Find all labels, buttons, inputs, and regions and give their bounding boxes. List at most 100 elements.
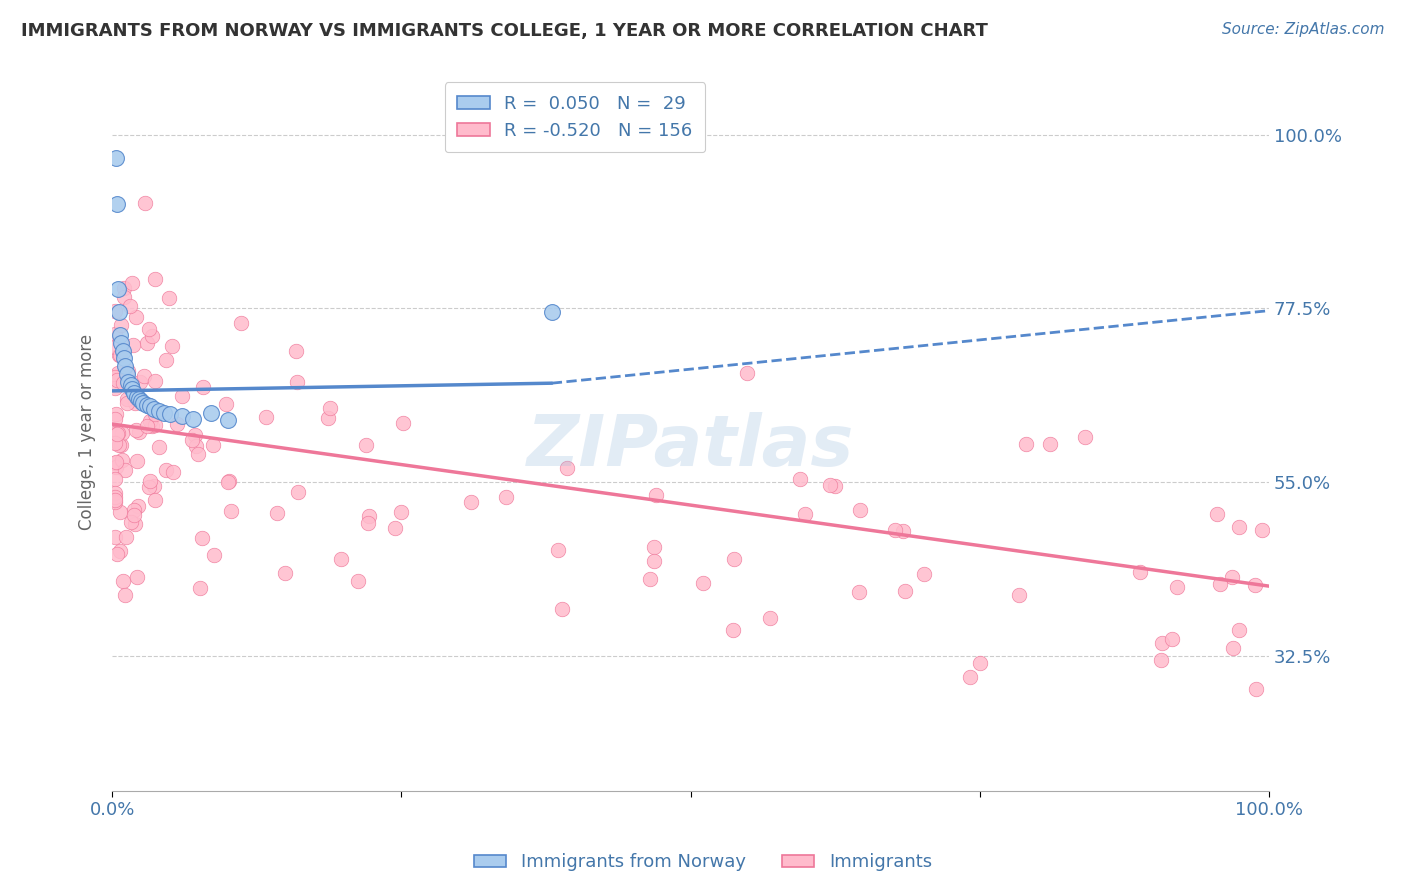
Point bbox=[959, 669, 981, 683]
Point bbox=[1008, 588, 1031, 602]
Point bbox=[136, 335, 159, 350]
Point bbox=[103, 490, 125, 504]
Point bbox=[1015, 436, 1038, 450]
Point bbox=[170, 389, 193, 403]
Point bbox=[188, 581, 211, 595]
Point bbox=[138, 322, 160, 336]
Point bbox=[200, 405, 222, 419]
Point bbox=[107, 438, 129, 452]
Point bbox=[1206, 507, 1229, 521]
Point bbox=[103, 495, 125, 509]
Point bbox=[148, 440, 170, 454]
Point bbox=[124, 423, 146, 437]
Point bbox=[125, 453, 148, 467]
Point bbox=[111, 426, 134, 441]
Point bbox=[108, 305, 131, 319]
Point bbox=[1150, 653, 1173, 667]
Point bbox=[157, 291, 180, 305]
Point bbox=[104, 407, 127, 421]
Point bbox=[912, 566, 935, 581]
Point bbox=[891, 524, 914, 539]
Point bbox=[104, 151, 127, 165]
Point bbox=[460, 495, 482, 509]
Point bbox=[166, 417, 188, 432]
Point bbox=[103, 412, 125, 426]
Point bbox=[143, 272, 166, 286]
Point bbox=[105, 427, 128, 442]
Point bbox=[1227, 624, 1250, 638]
Point bbox=[389, 505, 412, 519]
Point bbox=[187, 447, 209, 461]
Point bbox=[139, 400, 162, 414]
Point bbox=[231, 316, 253, 330]
Point bbox=[143, 493, 166, 508]
Point bbox=[134, 368, 156, 383]
Point bbox=[319, 401, 342, 415]
Point bbox=[110, 438, 132, 452]
Point bbox=[103, 340, 125, 354]
Point bbox=[125, 390, 148, 404]
Point bbox=[114, 290, 136, 304]
Point bbox=[215, 397, 238, 411]
Point bbox=[138, 474, 160, 488]
Point bbox=[1209, 577, 1232, 591]
Point bbox=[551, 602, 574, 616]
Point bbox=[103, 370, 125, 384]
Point bbox=[111, 453, 134, 467]
Point bbox=[110, 328, 132, 343]
Point bbox=[104, 455, 127, 469]
Point bbox=[117, 392, 139, 407]
Point bbox=[148, 404, 170, 418]
Point bbox=[692, 575, 714, 590]
Point bbox=[128, 425, 150, 439]
Point bbox=[108, 348, 131, 362]
Point bbox=[117, 364, 139, 378]
Point bbox=[285, 375, 308, 389]
Point bbox=[759, 610, 782, 624]
Point bbox=[217, 413, 239, 427]
Point bbox=[103, 456, 125, 470]
Point bbox=[142, 401, 165, 416]
Point bbox=[141, 329, 163, 343]
Point bbox=[643, 554, 665, 568]
Point bbox=[191, 531, 214, 545]
Point bbox=[1222, 640, 1244, 655]
Point bbox=[104, 493, 127, 508]
Point bbox=[893, 584, 915, 599]
Point bbox=[721, 624, 744, 638]
Point bbox=[643, 541, 665, 555]
Point bbox=[117, 367, 139, 381]
Point bbox=[1166, 580, 1188, 594]
Point bbox=[124, 517, 146, 532]
Point bbox=[124, 310, 146, 325]
Legend: R =  0.050   N =  29, R = -0.520   N = 156: R = 0.050 N = 29, R = -0.520 N = 156 bbox=[444, 82, 706, 153]
Point bbox=[384, 521, 406, 535]
Point bbox=[969, 657, 991, 671]
Point bbox=[162, 339, 184, 353]
Point bbox=[129, 376, 152, 390]
Point bbox=[1039, 437, 1062, 451]
Point bbox=[1220, 570, 1243, 584]
Point bbox=[120, 378, 142, 392]
Point bbox=[118, 299, 141, 313]
Point bbox=[1150, 636, 1173, 650]
Text: Source: ZipAtlas.com: Source: ZipAtlas.com bbox=[1222, 22, 1385, 37]
Y-axis label: College, 1 year or more: College, 1 year or more bbox=[79, 334, 96, 530]
Point bbox=[1251, 523, 1274, 537]
Point bbox=[141, 419, 163, 434]
Point bbox=[153, 405, 176, 419]
Point bbox=[108, 543, 131, 558]
Point bbox=[555, 461, 578, 475]
Point bbox=[103, 435, 125, 450]
Point bbox=[117, 375, 139, 389]
Point bbox=[132, 396, 155, 410]
Point bbox=[105, 547, 128, 561]
Point bbox=[134, 196, 156, 211]
Point bbox=[105, 459, 128, 474]
Point bbox=[735, 366, 758, 380]
Point bbox=[359, 508, 381, 523]
Point bbox=[127, 499, 149, 513]
Point bbox=[107, 282, 129, 296]
Point bbox=[266, 506, 288, 520]
Point bbox=[274, 566, 297, 581]
